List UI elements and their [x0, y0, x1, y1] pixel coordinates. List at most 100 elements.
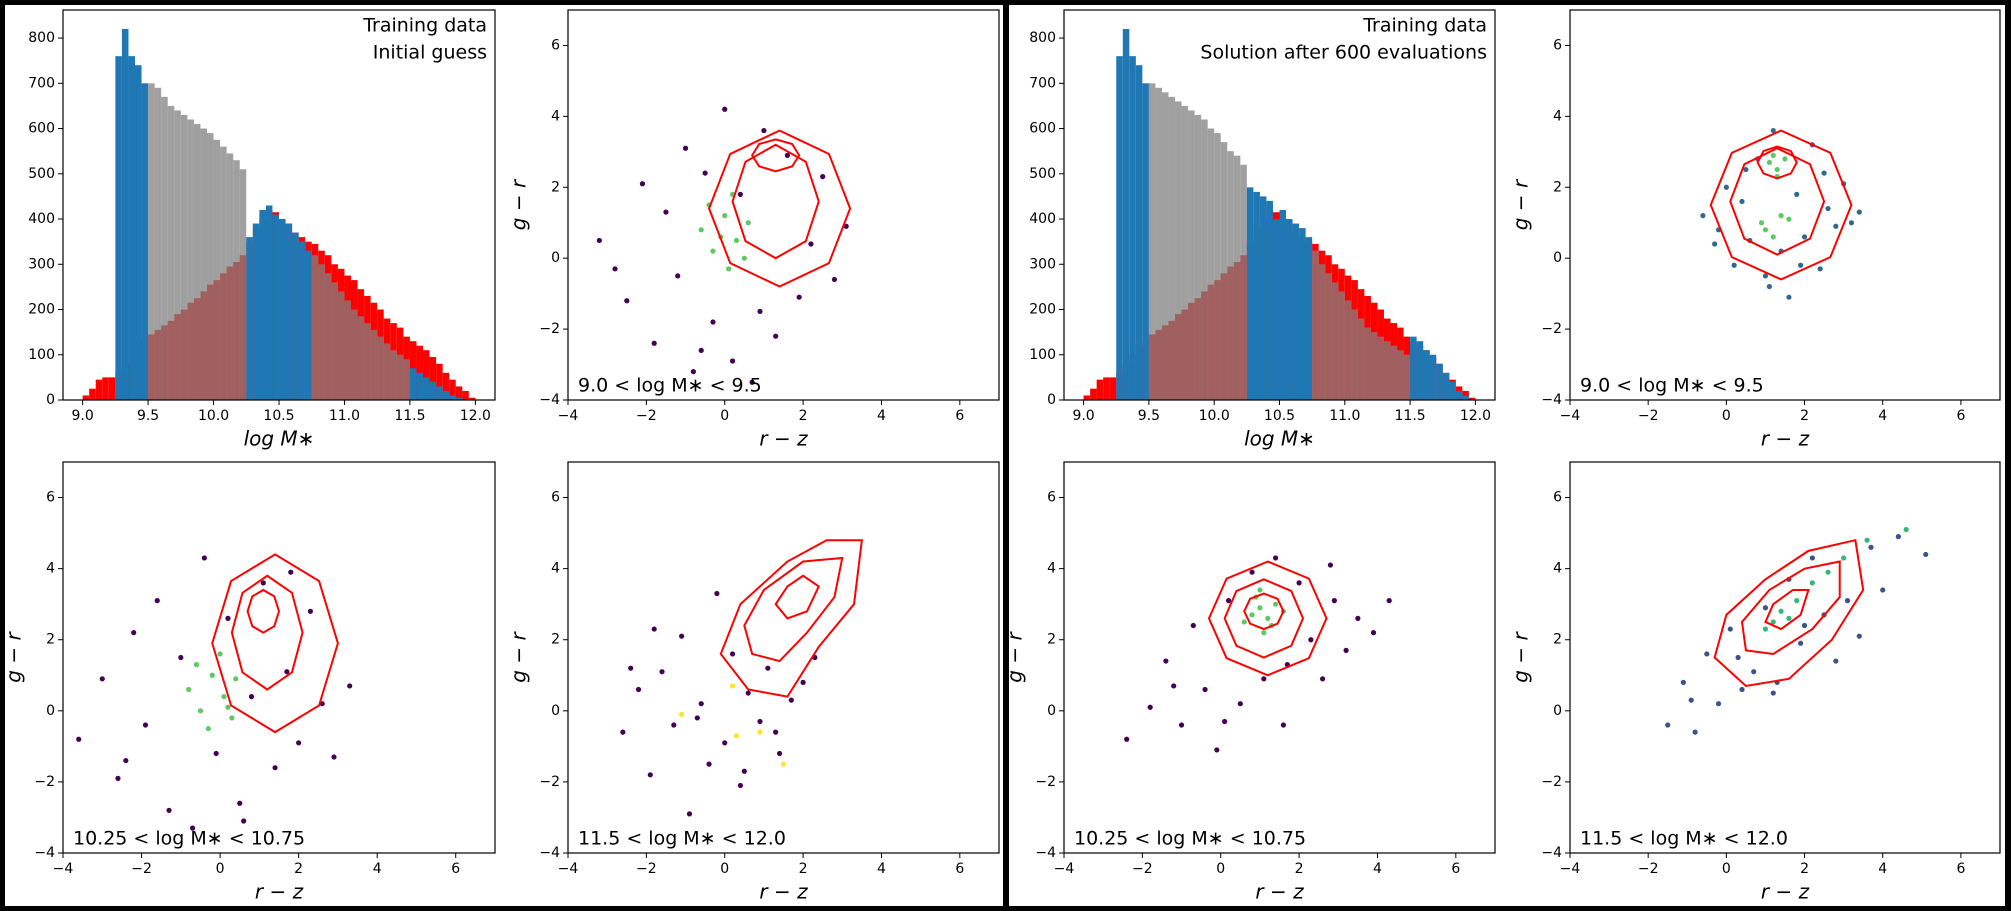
y-axis-label: g − r — [1003, 631, 1027, 683]
contour — [1740, 560, 1841, 655]
bar — [1299, 228, 1306, 400]
y-tick-label: 2 — [551, 179, 560, 195]
point — [1241, 619, 1247, 625]
bar — [1148, 83, 1156, 400]
y-axis-label: g − r — [1509, 631, 1533, 683]
y-tick-label: 6 — [1047, 490, 1056, 506]
bar — [220, 146, 227, 400]
x-tick-label: −2 — [1638, 861, 1659, 877]
point — [1190, 622, 1196, 629]
point — [166, 807, 172, 813]
contour — [1223, 578, 1305, 659]
point — [675, 273, 681, 279]
point — [741, 768, 747, 774]
x-tick-label: 9.0 — [72, 408, 94, 424]
bar — [1455, 390, 1463, 400]
point — [773, 333, 779, 339]
bar — [1142, 83, 1149, 400]
x-axis-label: r − z — [759, 880, 808, 904]
y-tick-label: 700 — [28, 75, 55, 91]
y-tick-label: −2 — [539, 321, 560, 337]
point — [726, 266, 732, 272]
x-tick-label: 4 — [877, 408, 886, 424]
bar — [1325, 273, 1332, 400]
bar — [1449, 381, 1456, 400]
bar — [377, 336, 384, 400]
bar — [370, 329, 378, 400]
bar — [95, 379, 103, 400]
bar — [1344, 300, 1352, 400]
y-tick-label: 200 — [28, 302, 55, 318]
point — [714, 590, 720, 597]
y-tick-label: 800 — [28, 30, 55, 46]
point — [76, 736, 82, 742]
point — [671, 722, 677, 728]
x-tick-label: 0 — [1722, 861, 1731, 877]
y-tick-label: 200 — [1029, 302, 1056, 318]
bar — [1318, 264, 1326, 400]
point — [296, 740, 302, 746]
y-tick-label: 2 — [551, 632, 560, 648]
point — [201, 555, 207, 561]
x-tick-label: 11.5 — [394, 408, 425, 424]
point — [765, 665, 771, 671]
y-tick-label: 400 — [1029, 211, 1056, 227]
y-tick-label: −4 — [1541, 845, 1562, 861]
y-tick-label: 2 — [1047, 632, 1056, 648]
point — [1355, 615, 1361, 622]
point — [1386, 598, 1392, 604]
point — [659, 669, 665, 675]
bar — [324, 273, 332, 400]
bar — [1116, 56, 1123, 400]
bar — [1357, 318, 1365, 400]
y-tick-label: 300 — [1029, 256, 1056, 272]
point — [1715, 701, 1722, 707]
point — [733, 237, 740, 244]
x-tick-label: −2 — [1638, 408, 1659, 424]
y-tick-label: 800 — [1029, 30, 1056, 46]
bar — [1364, 327, 1371, 400]
y-tick-label: 2 — [46, 632, 55, 648]
axes-frame — [62, 461, 496, 854]
point — [1778, 608, 1784, 614]
bar — [429, 357, 437, 400]
bar — [1227, 151, 1234, 400]
bar — [1168, 96, 1176, 400]
point — [229, 715, 235, 721]
y-tick-label: −2 — [539, 774, 560, 790]
bar — [115, 56, 122, 400]
point — [1688, 697, 1694, 703]
bar — [1305, 237, 1313, 400]
y-axis-label: g − r — [2, 631, 26, 683]
point — [248, 694, 255, 700]
point — [1833, 223, 1839, 229]
contour — [719, 539, 863, 698]
point — [272, 765, 278, 771]
contour — [246, 588, 281, 634]
panel: Training data Initial guess 9.0 9.5 10.0 10.5… — [28, 9, 496, 451]
bar — [442, 390, 450, 400]
y-tick-label: 0 — [1047, 392, 1056, 408]
point — [1770, 690, 1776, 696]
bar — [1135, 65, 1143, 400]
point — [1801, 234, 1808, 240]
point — [1864, 537, 1870, 543]
point — [1895, 534, 1901, 540]
point — [679, 633, 685, 639]
point — [1249, 569, 1255, 575]
x-tick-label: 0 — [720, 408, 729, 424]
point — [1296, 580, 1302, 586]
y-tick-label: 0 — [551, 250, 560, 266]
bar — [1109, 377, 1117, 400]
x-tick-label: 2 — [294, 861, 303, 877]
x-tick-label: 12.0 — [1460, 408, 1491, 424]
point — [745, 220, 751, 226]
point — [1712, 241, 1718, 247]
point — [843, 223, 849, 229]
point — [1308, 637, 1314, 643]
x-tick-label: −2 — [1132, 861, 1153, 877]
point — [737, 782, 744, 789]
bar — [416, 372, 423, 400]
point — [710, 248, 716, 254]
point — [1343, 647, 1349, 653]
